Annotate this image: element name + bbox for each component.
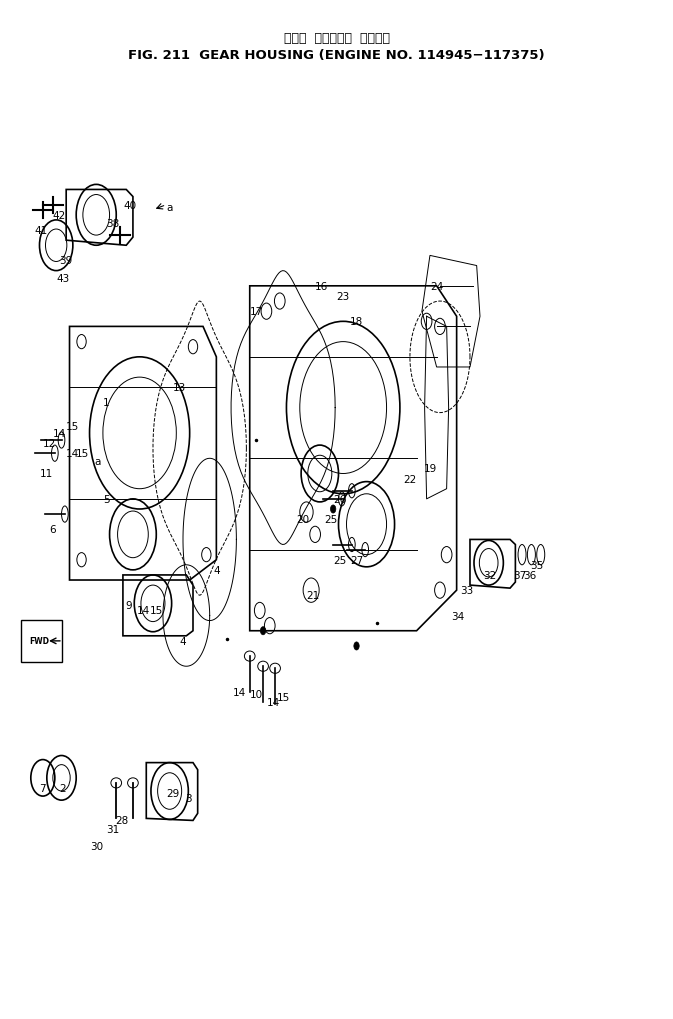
Text: 38: 38 — [106, 219, 120, 228]
Text: 39: 39 — [59, 256, 73, 266]
Text: 17: 17 — [250, 307, 263, 317]
Text: 26: 26 — [333, 494, 347, 504]
Text: a: a — [94, 457, 101, 467]
Circle shape — [330, 505, 336, 514]
Text: 3: 3 — [185, 794, 192, 803]
Text: 1: 1 — [103, 398, 110, 408]
Text: 5: 5 — [103, 494, 110, 504]
Text: 43: 43 — [57, 273, 69, 283]
Text: 18: 18 — [350, 317, 363, 327]
Text: 4: 4 — [213, 566, 219, 576]
Text: a: a — [166, 203, 173, 213]
Text: 14: 14 — [233, 687, 246, 697]
Text: 41: 41 — [35, 226, 48, 235]
Text: 28: 28 — [115, 815, 129, 825]
Text: 7: 7 — [40, 784, 46, 793]
Circle shape — [260, 627, 266, 635]
Text: 13: 13 — [173, 383, 186, 393]
Text: 15: 15 — [277, 692, 290, 702]
Text: 25: 25 — [324, 515, 338, 525]
Text: 37: 37 — [513, 571, 527, 581]
Text: 22: 22 — [403, 474, 417, 484]
Text: 42: 42 — [53, 211, 66, 220]
Text: 20: 20 — [297, 515, 310, 525]
Text: 2: 2 — [59, 784, 66, 793]
Text: 12: 12 — [43, 438, 56, 448]
Text: 4: 4 — [180, 636, 186, 646]
Text: 40: 40 — [123, 201, 136, 211]
Text: 36: 36 — [524, 571, 536, 581]
Text: 15: 15 — [66, 422, 79, 431]
Text: 9: 9 — [125, 601, 131, 610]
Text: 32: 32 — [483, 571, 497, 581]
Text: 15: 15 — [76, 448, 90, 459]
Text: 23: 23 — [336, 291, 350, 302]
Text: 11: 11 — [40, 469, 52, 479]
Text: 14: 14 — [53, 429, 66, 438]
Text: ギヤー  ハウジング  適用号機: ギヤー ハウジング 適用号機 — [283, 32, 390, 45]
Text: 33: 33 — [460, 586, 473, 595]
Text: 14: 14 — [66, 448, 79, 459]
Text: 19: 19 — [423, 464, 437, 474]
Text: 31: 31 — [106, 823, 120, 834]
Text: 21: 21 — [306, 591, 320, 600]
Text: 14: 14 — [137, 606, 149, 615]
Text: 29: 29 — [166, 789, 180, 798]
Text: 27: 27 — [350, 555, 363, 566]
Text: 24: 24 — [430, 281, 444, 291]
Text: 34: 34 — [452, 611, 464, 621]
Text: 15: 15 — [149, 606, 163, 615]
Text: 16: 16 — [315, 281, 328, 291]
Text: 6: 6 — [50, 525, 56, 535]
Text: 35: 35 — [530, 560, 543, 571]
Text: 30: 30 — [90, 841, 103, 851]
Text: 25: 25 — [333, 555, 347, 566]
Text: 14: 14 — [267, 697, 280, 707]
Text: FWD: FWD — [30, 637, 50, 646]
Text: FIG. 211  GEAR HOUSING (ENGINE NO. 114945−117375): FIG. 211 GEAR HOUSING (ENGINE NO. 114945… — [128, 49, 545, 62]
Text: 10: 10 — [250, 689, 263, 699]
Circle shape — [354, 642, 359, 650]
